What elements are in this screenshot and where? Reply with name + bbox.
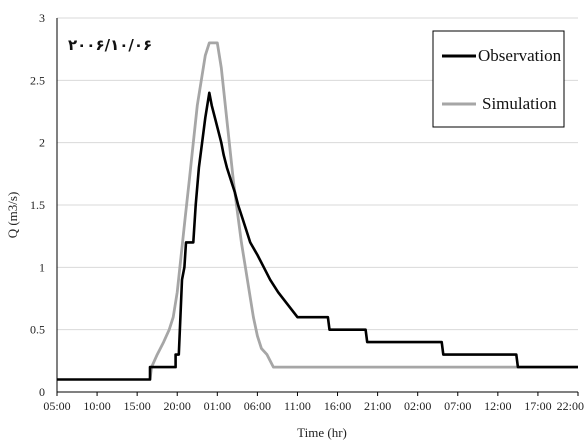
x-tick-label: 11:00 [284, 399, 311, 413]
x-tick-label: 12:00 [484, 399, 511, 413]
x-tick-label: 17:00 [524, 399, 551, 413]
y-axis-label: Q (m3/s) [5, 192, 20, 239]
x-tick-label: 02:00 [404, 399, 431, 413]
y-tick-label: 1 [39, 260, 45, 274]
x-tick-label: 10:00 [83, 399, 110, 413]
x-tick-label: 16:00 [324, 399, 351, 413]
x-axis-label: Time (hr) [297, 425, 347, 440]
x-tick-label: 22:00 [557, 399, 584, 413]
gridlines [57, 17, 578, 331]
y-tick-label: 0.5 [30, 323, 45, 337]
y-tick-labels: 0 0.5 1 1.5 2 2.5 3 [30, 11, 45, 399]
legend: Observation Simulation [432, 30, 565, 128]
y-tick-label: 0 [39, 385, 45, 399]
y-tick-label: 3 [39, 11, 45, 25]
legend-box [432, 30, 565, 128]
x-tick-label: 05:00 [43, 399, 70, 413]
x-tick-label: 21:00 [364, 399, 391, 413]
x-tick-labels: 05:00 10:00 15:00 20:00 01:00 06:00 11:00 16:00… [43, 399, 584, 413]
series-line-observation [57, 91, 578, 381]
x-tick-label: 15:00 [123, 399, 150, 413]
axes [56, 18, 579, 396]
x-tick-label: 01:00 [204, 399, 231, 413]
x-tick-label: 20:00 [164, 399, 191, 413]
y-tick-label: 2 [39, 136, 45, 150]
legend-label-observation: Observation [478, 46, 562, 65]
x-tick-label: 06:00 [244, 399, 271, 413]
y-tick-label: 1.5 [30, 198, 45, 212]
y-tick-label: 2.5 [30, 73, 45, 87]
legend-label-simulation: Simulation [482, 94, 557, 113]
series-line-simulation [148, 41, 578, 380]
series-layer [57, 41, 578, 381]
x-tick-label: 07:00 [444, 399, 471, 413]
date-annotation: ۲۰۰۶/۱۰/۰۶ [68, 36, 152, 54]
